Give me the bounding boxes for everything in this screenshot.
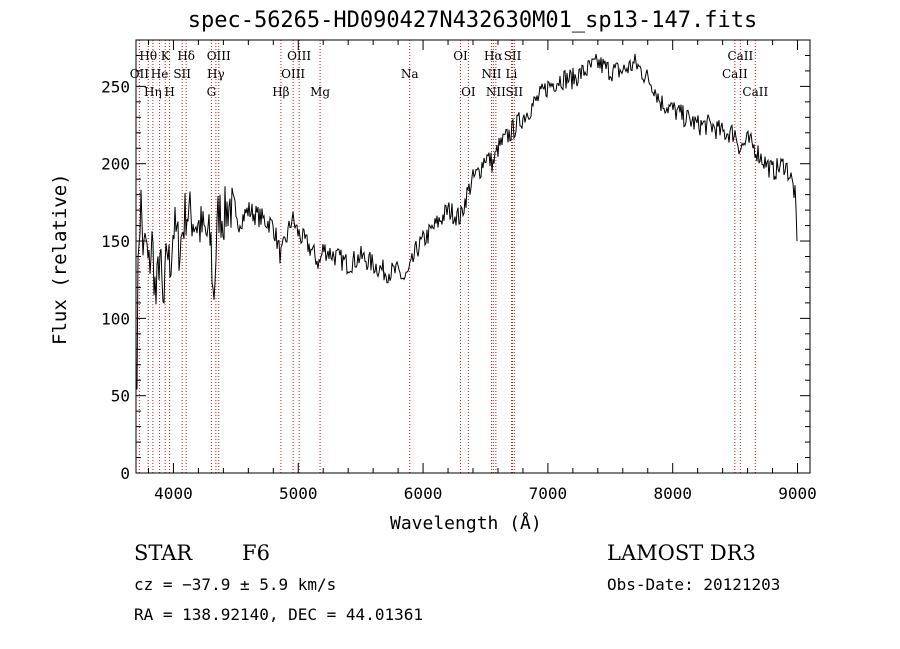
x-tick-label: 9000 [778, 484, 817, 503]
y-tick-label: 150 [101, 232, 130, 251]
y-tick-label: 200 [101, 155, 130, 174]
line-label: Hδ [177, 49, 195, 63]
chart-title: spec-56265-HD090427N432630M01_sp13-147.f… [187, 8, 758, 33]
line-label: Hβ [272, 85, 289, 99]
line-label: SII [504, 49, 522, 63]
line-label: H [164, 85, 174, 99]
line-label: Na [401, 67, 419, 81]
line-label: K [161, 49, 171, 63]
line-label: Mg [310, 85, 330, 99]
line-label: Hα [484, 49, 503, 63]
line-label: CaII [722, 67, 748, 81]
y-tick-label: 0 [120, 464, 130, 483]
y-tick-label: 100 [101, 309, 130, 328]
x-tick-label: 4000 [154, 484, 193, 503]
coordinates: RA = 138.92140, DEC = 44.01361 [134, 605, 423, 624]
y-axis-label: Flux (relative) [49, 173, 71, 345]
line-label: SII [505, 85, 523, 99]
line-label: OIII [281, 67, 305, 81]
emission-line-markers [138, 40, 756, 473]
line-label: Hη [144, 85, 162, 99]
plot-frame [135, 39, 811, 474]
redshift-velocity: cz = −37.9 ± 5.9 km/s [134, 575, 337, 594]
x-tick-label: 6000 [404, 484, 443, 503]
line-label: NII [486, 85, 506, 99]
observation-date: Obs-Date: 20121203 [607, 575, 781, 594]
line-label: Hθ [139, 49, 157, 63]
survey-name: LAMOST DR3 [607, 541, 756, 565]
y-tick-label: 50 [111, 387, 130, 406]
line-label: Li [506, 67, 518, 81]
line-label: He [151, 67, 169, 81]
x-tick-label: 5000 [279, 484, 318, 503]
line-label: OII [130, 67, 150, 81]
object-class: STAR [134, 541, 193, 565]
line-label: OIII [207, 49, 231, 63]
line-label: CaII [742, 85, 768, 99]
line-label: Hγ [207, 67, 225, 81]
x-tick-label: 7000 [529, 484, 568, 503]
axis-ticks: 4000 5000 6000 7000 8000 9000 0 50 100 150 200 250 [101, 40, 817, 503]
line-label: NII [481, 67, 501, 81]
spectrum-line [136, 53, 798, 390]
x-axis-label: Wavelength (Å) [390, 513, 542, 534]
y-tick-label: 250 [101, 77, 130, 96]
line-label: OIII [287, 49, 311, 63]
line-label: CaII [727, 49, 753, 63]
line-labels: Hθ OII Hη He K H SII Hδ G Hγ OIII Hβ OIII OIII Mg Na OI O… [130, 49, 769, 99]
object-subclass: F6 [242, 541, 270, 565]
line-label: OI [461, 85, 476, 99]
line-label: G [207, 85, 217, 99]
line-label: OI [453, 49, 468, 63]
line-label: SII [173, 67, 191, 81]
x-tick-label: 8000 [653, 484, 692, 503]
